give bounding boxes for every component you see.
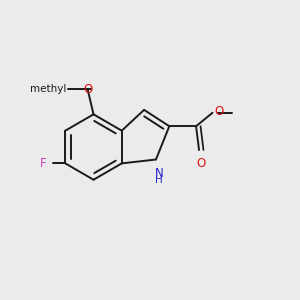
Text: methyl: methyl	[30, 84, 67, 94]
Text: N: N	[154, 167, 163, 180]
Text: O: O	[83, 82, 92, 96]
Text: H: H	[155, 175, 163, 185]
Text: O: O	[197, 157, 206, 169]
Text: O: O	[214, 106, 223, 118]
Text: F: F	[40, 157, 46, 170]
